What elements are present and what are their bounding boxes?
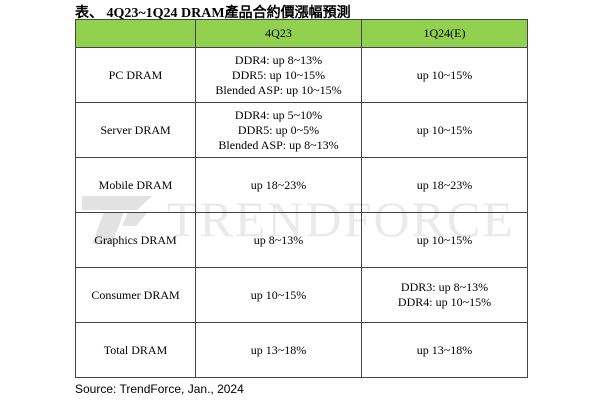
cell-line: Blended ASP: up 8~13% [218,137,339,152]
header-4q23: 4Q23 [195,19,362,48]
cell-1q24e: up 10~15% [361,47,528,103]
cell-4q23: up 10~15% [195,267,362,323]
cell-line: DDR4: up 5~10% [234,107,323,122]
table-row: Graphics DRAM up 8~13% up 10~15% [75,212,528,268]
table-header-row: 4Q23 1Q24(E) [75,19,528,48]
cell-line: Blended ASP: up 10~15% [215,82,342,97]
cell-1q24e: up 10~15% [361,102,528,158]
cell-line: DDR3: up 8~13% [400,280,489,294]
cell-line: up 13~18% [250,342,307,357]
cell-line: DDR4: up 10~15% [397,295,492,309]
table-row: Consumer DRAM up 10~15% DDR3: up 8~13% D… [75,267,528,323]
cell-line: up 10~15% [416,232,473,247]
cell-4q23: DDR4: up 8~13% DDR5: up 10~15% Blended A… [195,47,362,103]
table-row: Server DRAM DDR4: up 5~10% DDR5: up 0~5%… [75,102,528,158]
cell-line: up 8~13% [253,232,304,247]
header-1q24e: 1Q24(E) [361,19,528,48]
row-label: Consumer DRAM [75,267,196,323]
row-label: Graphics DRAM [75,212,196,268]
cell-line: up 18~23% [250,177,307,192]
cell-line: DDR5: up 10~15% [231,67,326,82]
cell-1q24e: DDR3: up 8~13% DDR4: up 10~15% [361,267,528,323]
cell-4q23: up 18~23% [195,157,362,213]
cell-1q24e: up 13~18% [361,322,528,378]
row-label: Server DRAM [75,102,196,158]
table-row: PC DRAM DDR4: up 8~13% DDR5: up 10~15% B… [75,47,528,103]
cell-line: up 10~15% [416,122,473,137]
table-row: Mobile DRAM up 18~23% up 18~23% [75,157,528,213]
cell-1q24e: up 10~15% [361,212,528,268]
cell-4q23: DDR4: up 5~10% DDR5: up 0~5% Blended ASP… [195,102,362,158]
table-row: Total DRAM up 13~18% up 13~18% [75,322,528,378]
cell-line: up 10~15% [416,67,473,82]
cell-line: DDR5: up 0~5% [237,122,320,137]
cell-4q23: up 8~13% [195,212,362,268]
cell-1q24e: up 18~23% [361,157,528,213]
row-label: PC DRAM [75,47,196,103]
cell-line: up 18~23% [416,177,473,192]
source-note: Source: TrendForce, Jan., 2024 [75,382,244,396]
cell-line: up 10~15% [250,287,307,302]
row-label: Mobile DRAM [75,157,196,213]
cell-line: up 13~18% [416,342,473,357]
header-corner [75,19,196,48]
cell-4q23: up 13~18% [195,322,362,378]
price-forecast-table: 4Q23 1Q24(E) PC DRAM DDR4: up 8~13% DDR5… [75,19,528,378]
cell-line: DDR4: up 8~13% [234,52,323,67]
row-label: Total DRAM [75,322,196,378]
table-title: 表、 4Q23~1Q24 DRAM產品合約價漲幅預測 [75,6,351,21]
